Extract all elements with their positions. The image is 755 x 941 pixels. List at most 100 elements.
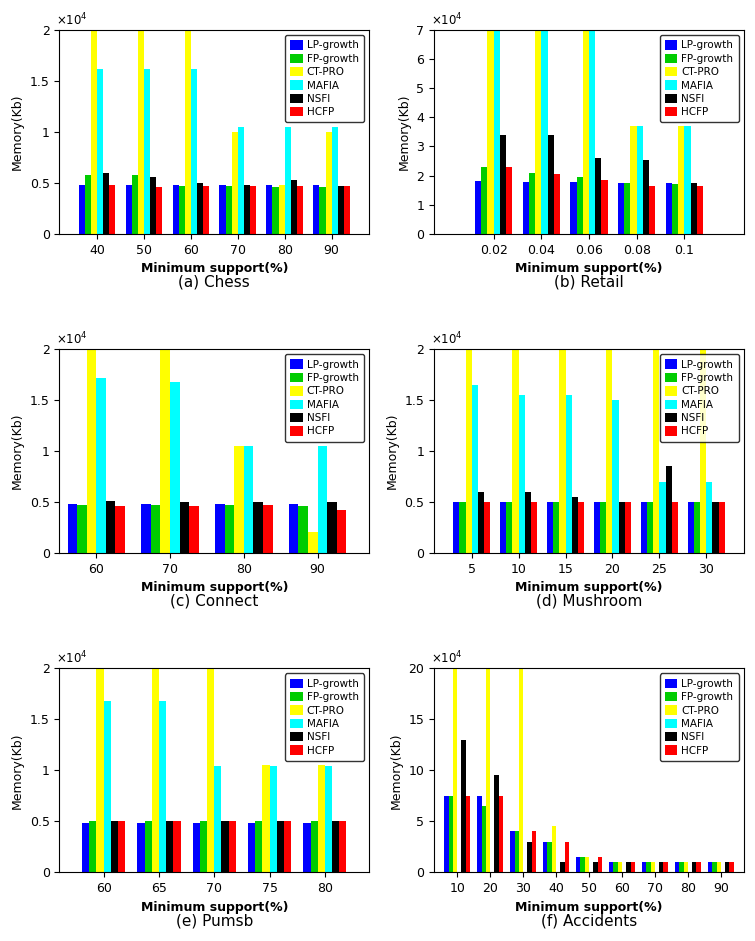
Bar [193, 823, 200, 872]
Bar [719, 502, 725, 553]
Bar [263, 505, 273, 553]
Bar [547, 135, 553, 233]
Text: $\times10^{4}$: $\times10^{4}$ [431, 11, 463, 28]
X-axis label: Minimum support(%): Minimum support(%) [140, 901, 288, 914]
Text: $\times10^{4}$: $\times10^{4}$ [57, 330, 88, 347]
Bar [529, 172, 535, 233]
Bar [277, 821, 284, 872]
Bar [172, 184, 179, 233]
Bar [284, 821, 291, 872]
Bar [576, 857, 581, 872]
X-axis label: Minimum support(%): Minimum support(%) [515, 582, 663, 595]
Bar [525, 492, 531, 553]
Bar [612, 400, 618, 553]
Bar [618, 183, 624, 233]
Bar [716, 862, 721, 872]
Y-axis label: Memory(Kb): Memory(Kb) [386, 413, 399, 489]
Bar [547, 841, 552, 872]
Bar [144, 69, 150, 233]
Bar [97, 69, 103, 233]
Bar [541, 30, 547, 233]
Bar [131, 175, 137, 233]
Bar [577, 177, 583, 233]
Bar [659, 482, 665, 553]
X-axis label: Minimum support(%): Minimum support(%) [515, 901, 663, 914]
Bar [244, 184, 250, 233]
Bar [707, 482, 713, 553]
Bar [572, 497, 578, 553]
Bar [560, 862, 565, 872]
Bar [708, 862, 712, 872]
Bar [137, 30, 144, 233]
Bar [609, 862, 613, 872]
Bar [507, 502, 513, 553]
Bar [680, 862, 683, 872]
Bar [472, 385, 478, 553]
Bar [646, 862, 651, 872]
Legend: LP-growth, FP-growth, CT-PRO, MAFIA, NSFI, HCFP: LP-growth, FP-growth, CT-PRO, MAFIA, NSF… [660, 35, 738, 122]
Bar [214, 766, 221, 872]
Bar [600, 502, 606, 553]
Legend: LP-growth, FP-growth, CT-PRO, MAFIA, NSFI, HCFP: LP-growth, FP-growth, CT-PRO, MAFIA, NSF… [660, 354, 738, 441]
Bar [565, 841, 569, 872]
Legend: LP-growth, FP-growth, CT-PRO, MAFIA, NSFI, HCFP: LP-growth, FP-growth, CT-PRO, MAFIA, NSF… [285, 354, 364, 441]
Bar [501, 502, 507, 553]
Text: (d) Mushroom: (d) Mushroom [536, 594, 643, 609]
Bar [553, 174, 560, 233]
Bar [116, 506, 125, 553]
Bar [729, 862, 734, 872]
Bar [593, 862, 597, 872]
Y-axis label: Memory(Kb): Memory(Kb) [11, 93, 24, 170]
Bar [475, 182, 481, 233]
Bar [313, 184, 319, 233]
Bar [254, 502, 263, 553]
Bar [532, 832, 536, 872]
Bar [495, 775, 499, 872]
Bar [325, 132, 331, 233]
Bar [453, 668, 458, 872]
Bar [77, 505, 87, 553]
Bar [325, 766, 332, 872]
Bar [85, 175, 91, 233]
Bar [694, 502, 700, 553]
Bar [297, 186, 303, 233]
Bar [466, 349, 472, 553]
Bar [103, 701, 111, 872]
Bar [594, 502, 600, 553]
Bar [137, 823, 144, 872]
Bar [91, 30, 97, 233]
X-axis label: Minimum support(%): Minimum support(%) [140, 263, 288, 275]
Bar [244, 446, 254, 553]
Y-axis label: Memory(Kb): Memory(Kb) [390, 732, 403, 808]
Bar [675, 862, 680, 872]
Bar [665, 467, 672, 553]
Text: (e) Pumsb: (e) Pumsb [176, 913, 253, 928]
Bar [642, 862, 646, 872]
Bar [696, 862, 701, 872]
Bar [144, 821, 152, 872]
Bar [332, 821, 339, 872]
Bar [528, 841, 532, 872]
Bar [248, 823, 255, 872]
Bar [636, 126, 643, 233]
Bar [141, 504, 151, 553]
Bar [651, 862, 655, 872]
Bar [327, 502, 337, 553]
Bar [478, 492, 484, 553]
Bar [304, 823, 310, 872]
Bar [67, 504, 77, 553]
Bar [552, 826, 556, 872]
Bar [513, 349, 519, 553]
Bar [519, 395, 525, 553]
Text: (c) Connect: (c) Connect [170, 594, 258, 609]
Bar [221, 821, 229, 872]
Bar [190, 506, 199, 553]
Bar [624, 183, 630, 233]
Bar [279, 184, 285, 233]
Bar [481, 167, 488, 233]
Bar [522, 182, 529, 233]
Bar [624, 502, 630, 553]
Bar [318, 446, 327, 553]
Bar [89, 821, 97, 872]
Bar [630, 862, 635, 872]
